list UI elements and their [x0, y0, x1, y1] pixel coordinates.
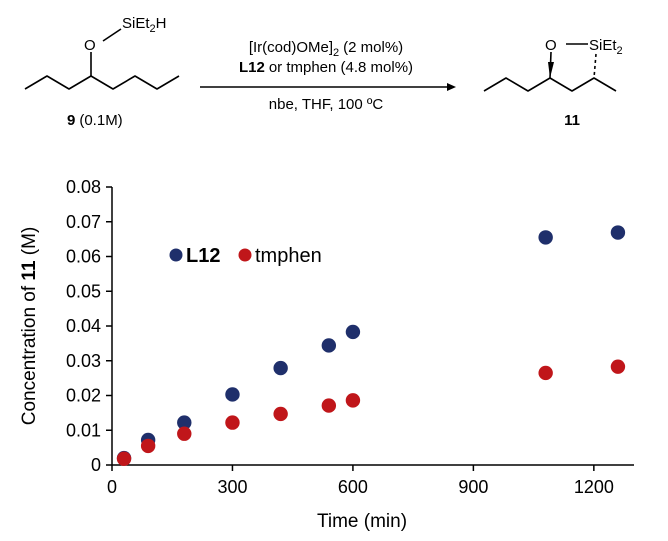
data-point-tmphen	[321, 398, 337, 413]
data-point-l12	[321, 338, 337, 353]
substrate-silyl-subscript: 2	[150, 23, 156, 35]
substrate-silyl-tail: H	[156, 15, 167, 32]
data-point-tmphen	[273, 406, 288, 422]
legend-marker-tmphen	[238, 248, 252, 262]
substrate-concentration: (0.1M)	[79, 112, 122, 129]
chart: 0 0.01 0.02 0.03 0.04 0.05 0.06 0.07 0.08 0 300 60…	[19, 177, 634, 532]
y-tick-label: 0.01	[66, 420, 101, 440]
y-tick-label: 0	[91, 455, 101, 475]
y-axis-title-compound: 11	[19, 260, 40, 281]
y-ticks: 0 0.01 0.02 0.03 0.04 0.05 0.06 0.07 0.08	[66, 177, 112, 475]
data-point-l12	[610, 225, 626, 240]
data-point-tmphen	[140, 438, 156, 454]
data-point-tmphen	[610, 359, 626, 374]
conditions-line-2: L12 or tmphen (4.8 mol%)	[239, 59, 413, 76]
y-axis-title-suffix: (M)	[19, 227, 40, 261]
substrate-number: 9	[67, 112, 75, 129]
legend-label-tmphen: tmphen	[255, 245, 322, 267]
substrate-structure	[24, 28, 180, 90]
catalyst-loading: (2 mol%)	[343, 39, 403, 56]
catalyst-text: [Ir(cod)OMe]	[249, 39, 333, 56]
conditions-line-1: [Ir(cod)OMe]2 (2 mol%)	[249, 39, 403, 59]
y-axis-title-prefix: Concentration of	[19, 281, 40, 426]
reaction-scheme: O SiEt2H 9 (0.1M) [Ir(cod)OMe]2 (2 mol%) L…	[24, 15, 623, 129]
catalyst-subscript: 2	[333, 47, 339, 59]
x-tick-label: 300	[217, 477, 247, 497]
x-ticks: 0 300 600 900 1200	[107, 465, 614, 497]
data-point-tmphen	[116, 451, 132, 466]
y-tick-label: 0.03	[66, 351, 101, 371]
data-point-l12	[273, 360, 288, 376]
data-point-tmphen	[538, 365, 553, 381]
x-tick-label: 900	[458, 477, 488, 497]
reaction-arrow	[200, 83, 456, 91]
x-tick-label: 0	[107, 477, 117, 497]
substrate-label: 9 (0.1M)	[67, 112, 123, 129]
x-axis-title: Time (min)	[317, 511, 407, 532]
substrate-silyl-text: SiEt	[122, 15, 150, 32]
legend: L12 tmphen	[169, 245, 322, 267]
data-point-tmphen	[177, 426, 192, 441]
legend-label-l12: L12	[186, 245, 220, 267]
data-point-l12	[538, 230, 553, 245]
y-axis-title: Concentration of 11 (M)	[19, 227, 40, 426]
x-tick-label: 600	[338, 477, 368, 497]
y-tick-label: 0.02	[66, 386, 101, 406]
data-point-l12	[225, 387, 240, 402]
product-silyl-group: SiEt2	[589, 37, 623, 57]
substrate-silyl-group: SiEt2H	[122, 15, 166, 35]
ligand-rest: or tmphen (4.8 mol%)	[269, 59, 413, 76]
y-tick-label: 0.05	[66, 281, 101, 301]
product-label: 11	[564, 112, 580, 129]
y-tick-label: 0.06	[66, 247, 101, 267]
substrate-oxygen: O	[84, 37, 96, 54]
product-stereo-wedge	[548, 62, 554, 78]
conditions-line-3: nbe, THF, 100 ºC	[269, 96, 384, 113]
data-point-tmphen	[345, 393, 361, 408]
y-tick-label: 0.04	[66, 316, 101, 336]
x-tick-label: 1200	[574, 477, 614, 497]
ligand-bold: L12	[239, 59, 265, 76]
data-points	[116, 225, 626, 466]
data-point-tmphen	[225, 415, 240, 430]
y-tick-label: 0.07	[66, 212, 101, 232]
product-oxygen: O	[545, 37, 557, 54]
y-tick-label: 0.08	[66, 177, 101, 197]
data-point-l12	[345, 324, 361, 340]
product-silyl-subscript: 2	[617, 45, 623, 57]
legend-marker-l12	[169, 248, 183, 262]
product-silyl-text: SiEt	[589, 37, 617, 54]
data-point-l12	[177, 415, 192, 430]
